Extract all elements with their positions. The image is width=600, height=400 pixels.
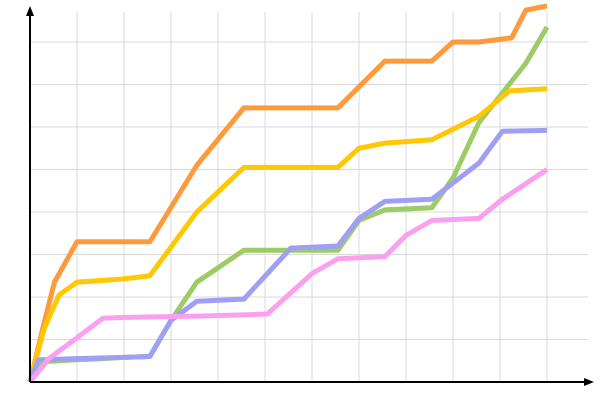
grid-layer xyxy=(30,12,588,382)
y-axis-arrow-icon xyxy=(26,6,34,16)
series-green xyxy=(27,25,550,384)
series-pink xyxy=(28,167,549,384)
x-axis-arrow-icon xyxy=(584,378,594,386)
axis-layer xyxy=(26,6,594,386)
series-purple xyxy=(27,127,548,383)
series-layer xyxy=(27,3,550,384)
series-orange xyxy=(27,3,548,383)
series-yellow xyxy=(27,86,548,383)
